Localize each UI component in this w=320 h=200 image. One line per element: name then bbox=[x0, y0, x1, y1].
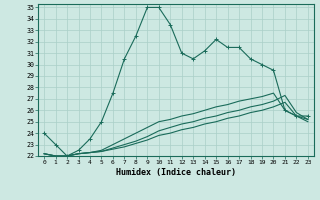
X-axis label: Humidex (Indice chaleur): Humidex (Indice chaleur) bbox=[116, 168, 236, 177]
